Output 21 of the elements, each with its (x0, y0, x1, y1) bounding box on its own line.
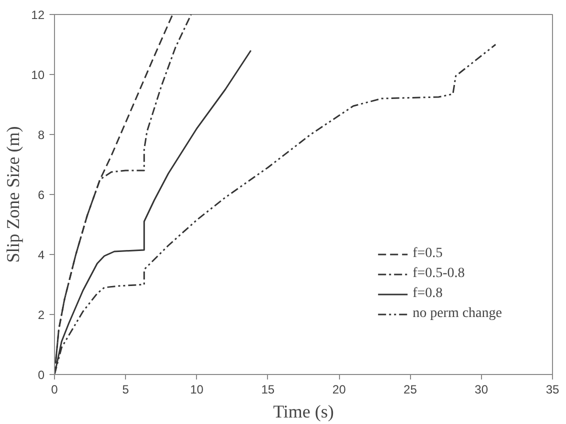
y-tick-label: 0 (38, 368, 45, 382)
legend-label: no perm change (412, 306, 502, 322)
x-tick-label: 15 (261, 382, 275, 396)
x-tick-label: 25 (404, 382, 418, 396)
x-tick-label: 30 (474, 382, 488, 396)
y-tick-label: 8 (38, 128, 45, 142)
y-tick-label: 4 (38, 248, 45, 262)
x-tick-label: 35 (546, 382, 560, 396)
x-axis-title: Time (s) (273, 402, 334, 422)
y-axis-title: Slip Zone Size (m) (3, 126, 24, 263)
legend-label: f=0.5 (412, 246, 443, 262)
y-tick-label: 2 (38, 308, 45, 322)
x-tick-label: 0 (51, 382, 58, 396)
x-tick-label: 5 (122, 382, 130, 396)
legend-label: f=0.5-0.8 (412, 266, 465, 282)
legend-label: f=0.8 (412, 286, 443, 302)
x-tick-label: 20 (332, 382, 346, 396)
y-tick-label: 12 (31, 8, 45, 22)
x-tick-label: 10 (190, 382, 204, 396)
y-tick-label: 6 (38, 188, 45, 202)
y-tick-label: 10 (31, 68, 45, 82)
